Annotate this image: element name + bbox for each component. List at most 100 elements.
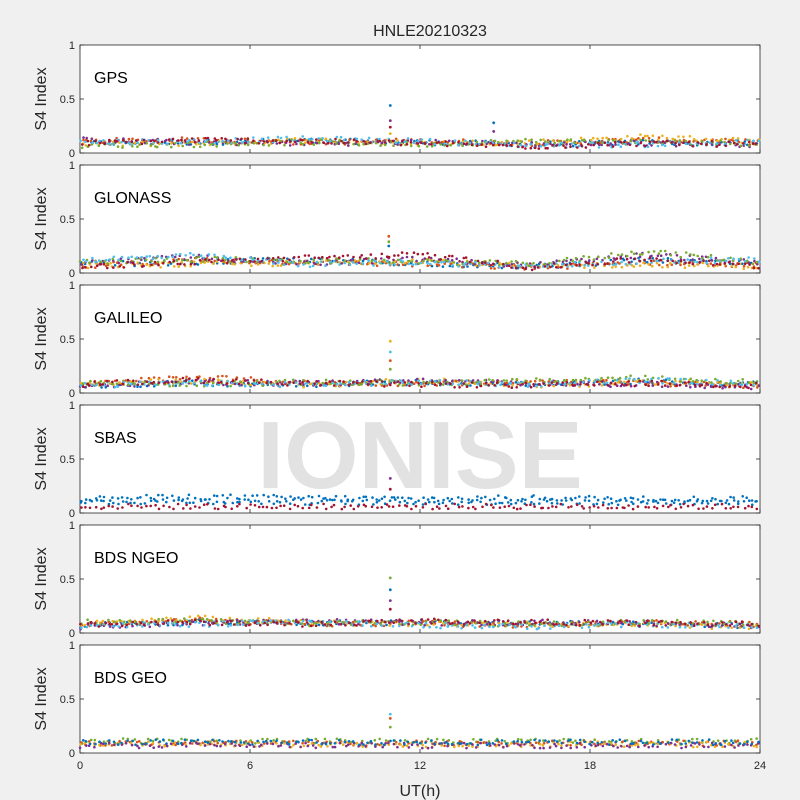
data-point — [593, 384, 596, 387]
y-tick-label: 0.5 — [60, 574, 75, 586]
data-point — [291, 378, 295, 382]
data-point — [644, 380, 647, 384]
data-point — [638, 379, 642, 383]
data-point — [471, 624, 474, 627]
data-point — [430, 145, 434, 148]
data-point — [460, 379, 464, 382]
data-point — [95, 499, 99, 502]
data-point — [516, 622, 520, 625]
data-point — [581, 623, 584, 627]
data-point — [533, 146, 537, 150]
data-point — [457, 383, 461, 386]
data-point — [373, 738, 377, 742]
data-point — [505, 261, 508, 265]
data-point — [171, 376, 175, 379]
data-point — [493, 384, 497, 387]
data-point — [399, 258, 403, 262]
data-point — [388, 263, 392, 266]
data-point — [205, 140, 209, 143]
data-point — [397, 383, 401, 386]
data-point — [307, 137, 311, 141]
data-point — [683, 266, 687, 270]
data-point — [508, 623, 511, 627]
data-point — [619, 137, 623, 141]
data-point — [316, 501, 320, 505]
data-point — [742, 500, 746, 503]
data-point — [312, 261, 316, 265]
data-point — [562, 144, 565, 147]
data-point — [678, 502, 682, 506]
data-point — [577, 261, 581, 264]
data-point — [638, 259, 641, 263]
data-point — [634, 620, 638, 624]
data-point — [453, 502, 457, 506]
data-point — [574, 623, 578, 627]
data-point — [746, 265, 750, 269]
data-point — [575, 263, 578, 267]
data-point — [104, 386, 108, 389]
data-point — [751, 139, 755, 143]
data-point — [178, 384, 181, 387]
data-point — [148, 382, 151, 385]
data-point — [160, 140, 164, 144]
data-point — [414, 621, 417, 625]
data-point — [715, 142, 719, 145]
data-point — [246, 137, 250, 140]
data-point — [343, 494, 347, 498]
data-point — [558, 259, 561, 263]
data-point — [99, 621, 102, 624]
data-point — [301, 142, 305, 146]
data-point — [133, 263, 136, 266]
data-point — [460, 500, 464, 504]
data-point — [211, 615, 215, 619]
data-point — [470, 500, 473, 504]
data-point — [623, 506, 626, 510]
data-point — [673, 498, 677, 502]
data-point — [95, 383, 98, 387]
data-point — [433, 500, 436, 504]
data-point — [321, 255, 324, 259]
data-point — [269, 380, 273, 384]
data-point — [352, 507, 356, 511]
data-point — [663, 384, 667, 387]
data-point — [357, 144, 361, 147]
data-point — [328, 255, 331, 259]
data-point — [135, 622, 138, 626]
data-point — [465, 623, 468, 627]
data-point — [656, 254, 660, 258]
data-point — [754, 266, 758, 270]
data-point — [583, 499, 587, 502]
data-point — [257, 500, 261, 503]
data-point — [441, 383, 445, 386]
data-point — [605, 381, 609, 385]
data-point — [379, 144, 382, 147]
data-point — [260, 502, 263, 506]
data-point — [569, 262, 572, 266]
data-point — [108, 138, 111, 142]
data-point — [555, 380, 559, 383]
data-point — [644, 374, 647, 378]
data-point — [275, 139, 278, 143]
data-point — [121, 259, 125, 263]
data-point — [248, 623, 251, 627]
data-point — [344, 383, 347, 387]
data-point — [743, 506, 747, 510]
data-point — [313, 382, 316, 385]
data-point — [391, 625, 395, 628]
data-point — [587, 620, 590, 624]
data-point — [398, 618, 401, 621]
data-point — [554, 262, 558, 265]
data-point — [193, 618, 197, 621]
data-point — [278, 141, 282, 145]
data-point — [582, 380, 585, 384]
data-point — [236, 137, 239, 141]
data-point — [355, 140, 358, 143]
data-point — [521, 497, 524, 501]
data-point — [396, 258, 400, 262]
data-point — [736, 622, 739, 626]
data-point — [714, 377, 717, 381]
data-point — [370, 259, 374, 263]
data-point — [623, 380, 626, 384]
data-point — [727, 257, 730, 260]
